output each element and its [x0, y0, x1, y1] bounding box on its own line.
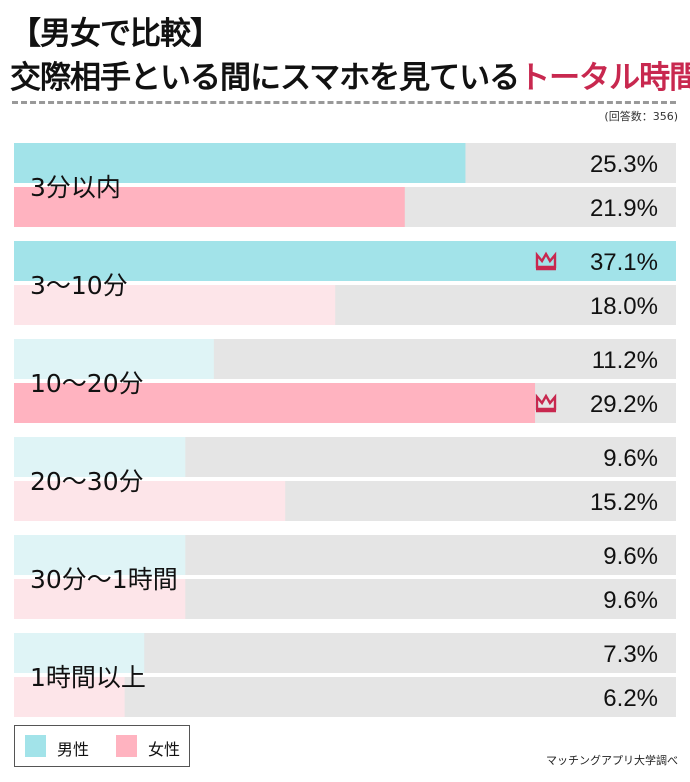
title-line-1: 【男女で比較】	[10, 16, 221, 52]
bar-male	[14, 535, 186, 575]
data-label: 11.2%	[592, 347, 658, 374]
crown-icon	[535, 251, 557, 271]
data-label: 18.0%	[590, 293, 658, 320]
category-label: 30分〜1時間	[30, 565, 178, 594]
data-label: 37.1%	[590, 249, 658, 276]
category-label: 3分以内	[30, 173, 121, 202]
bar-male	[14, 633, 145, 673]
data-label: 29.2%	[590, 391, 658, 418]
bar-female	[14, 677, 125, 717]
data-label: 9.6%	[603, 587, 658, 614]
category-label: 20〜30分	[30, 467, 144, 496]
title-main: 交際相手といる間にスマホを見ている	[10, 60, 520, 96]
bar-female	[14, 383, 536, 423]
legend-label-male: 男性	[57, 740, 90, 759]
source-note: マッチングアプリ大学調べ	[546, 754, 678, 767]
category-label: 3〜10分	[30, 271, 128, 300]
category-label: 10〜20分	[30, 369, 144, 398]
legend-swatch-male	[25, 735, 46, 757]
bar-female	[14, 579, 186, 619]
bar-male	[14, 143, 466, 183]
category-label: 1時間以上	[30, 663, 146, 692]
bar-female	[14, 187, 405, 227]
legend-swatch-female	[116, 735, 137, 757]
respondent-count: (回答数：356)	[604, 110, 678, 123]
data-label: 9.6%	[603, 543, 658, 570]
data-label: 9.6%	[603, 445, 658, 472]
crown-icon	[535, 393, 557, 413]
legend-label-female: 女性	[148, 740, 181, 759]
title-highlight: トータル時間	[519, 60, 690, 96]
bar-male	[14, 437, 186, 477]
bar-male	[14, 339, 214, 379]
bar-female	[14, 481, 286, 521]
data-label: 7.3%	[603, 641, 658, 668]
title-line-2: 交際相手といる間にスマホを見ているトータル時間	[10, 52, 690, 97]
data-label: 25.3%	[590, 151, 658, 178]
bar-female	[14, 285, 336, 325]
bar-male	[14, 241, 676, 281]
data-label: 21.9%	[590, 195, 658, 222]
data-label: 6.2%	[603, 685, 658, 712]
data-label: 15.2%	[590, 489, 658, 516]
legend: 男性 女性	[14, 725, 190, 767]
dashed-divider	[12, 101, 676, 104]
